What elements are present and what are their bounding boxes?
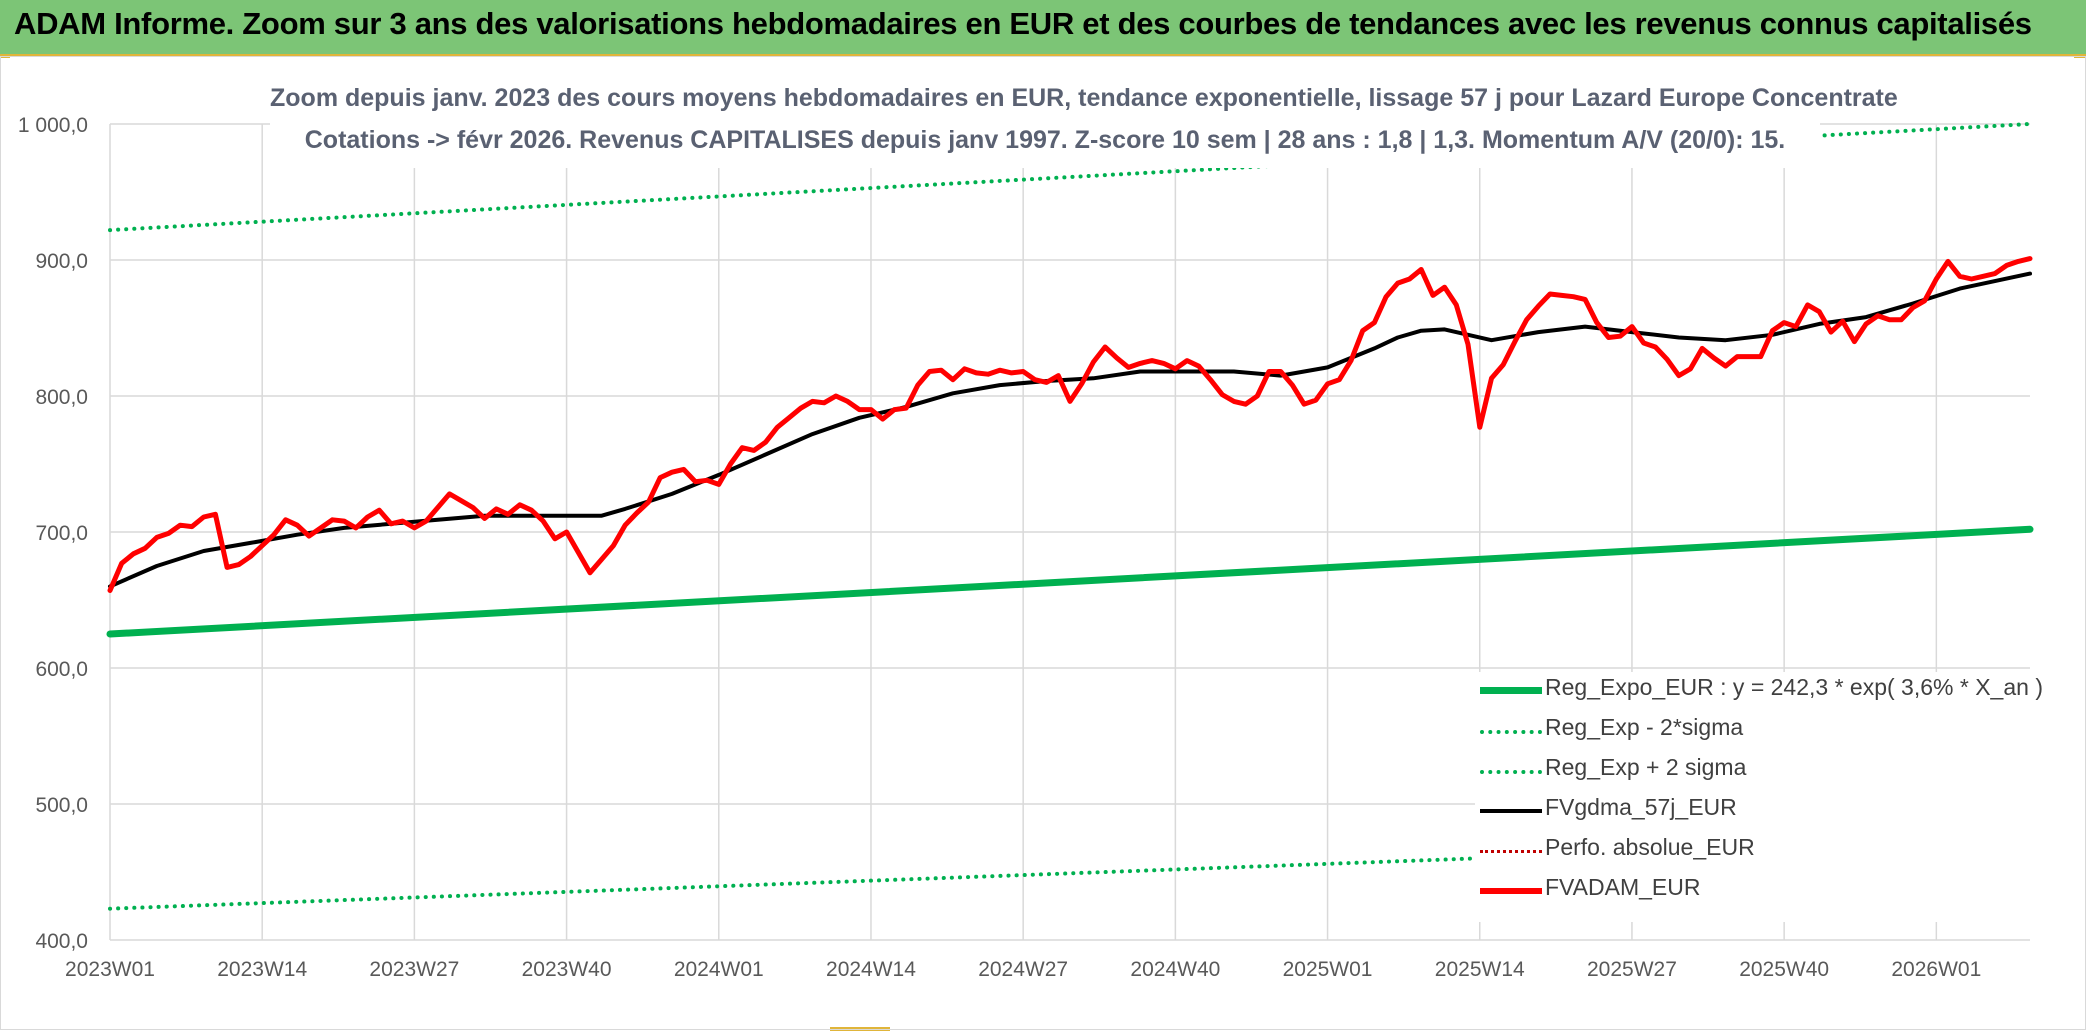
chart-title-box: Zoom depuis janv. 2023 des cours moyens … bbox=[270, 78, 1898, 168]
y-tick-label: 900,0 bbox=[35, 250, 88, 273]
y-tick-label: 600,0 bbox=[35, 658, 88, 681]
chart-legend: Reg_Expo_EUR : y = 242,3 * exp( 3,6% * X… bbox=[1475, 672, 2043, 922]
series-line-fvgdma bbox=[108, 271, 2032, 589]
legend-swatch-dotted-red bbox=[1480, 850, 1542, 853]
legend-swatch-dotted-green bbox=[1480, 730, 1542, 734]
x-tick-label: 2023W40 bbox=[522, 958, 612, 981]
x-tick-label: 2025W40 bbox=[1739, 958, 1829, 981]
legend-item-perfo: Perfo. absolue_EUR bbox=[1475, 832, 2035, 868]
x-tick-label: 2024W01 bbox=[674, 958, 764, 981]
legend-item-fvgdma: FVgdma_57j_EUR bbox=[1475, 792, 2035, 828]
y-axis-ticks: 400,0 500,0 600,0 700,0 800,0 900,0 1 000,0 bbox=[18, 114, 88, 953]
legend-label: Reg_Exp - 2*sigma bbox=[1545, 714, 1744, 740]
chart-title: Zoom depuis janv. 2023 des cours moyens … bbox=[270, 84, 1898, 112]
series-line-reg-expo bbox=[106, 525, 2034, 638]
y-tick-label: 500,0 bbox=[35, 794, 88, 817]
legend-item-fvadam: FVADAM_EUR bbox=[1475, 872, 2035, 908]
chart-subtitle: Cotations -> févr 2026. Revenus CAPITALI… bbox=[304, 126, 1786, 154]
y-tick-label: 1 000,0 bbox=[18, 114, 88, 137]
header-banner: ADAM Informe. Zoom sur 3 ans des valoris… bbox=[0, 0, 2086, 56]
legend-label: Perfo. absolue_EUR bbox=[1545, 834, 1755, 860]
legend-label: Reg_Expo_EUR : y = 242,3 * exp( 3,6% * X… bbox=[1545, 674, 2043, 700]
legend-label: Reg_Exp + 2 sigma bbox=[1545, 754, 1747, 780]
y-tick-label: 400,0 bbox=[35, 930, 88, 953]
legend-swatch-red bbox=[1480, 888, 1542, 894]
x-tick-label: 2024W40 bbox=[1130, 958, 1220, 981]
legend-label: FVgdma_57j_EUR bbox=[1545, 794, 1737, 820]
y-tick-label: 800,0 bbox=[35, 386, 88, 409]
x-tick-label: 2023W14 bbox=[217, 958, 307, 981]
y-tick-label: 700,0 bbox=[35, 522, 88, 545]
x-tick-label: 2024W14 bbox=[826, 958, 916, 981]
legend-item-reg-expo: Reg_Expo_EUR : y = 242,3 * exp( 3,6% * X… bbox=[1475, 672, 2043, 708]
x-tick-label: 2023W01 bbox=[65, 958, 155, 981]
series-line-fvadam bbox=[107, 256, 2033, 593]
x-tick-label: 2026W01 bbox=[1891, 958, 1981, 981]
legend-label: FVADAM_EUR bbox=[1545, 874, 1701, 900]
x-axis-ticks: 2023W01 2023W14 2023W27 2023W40 2024W01 2024W… bbox=[65, 958, 1981, 981]
legend-swatch-dotted-green bbox=[1480, 770, 1542, 774]
x-tick-label: 2025W27 bbox=[1587, 958, 1677, 981]
report-title: ADAM Informe. Zoom sur 3 ans des valoris… bbox=[14, 6, 2032, 41]
x-tick-label: 2023W27 bbox=[369, 958, 459, 981]
x-tick-label: 2024W27 bbox=[978, 958, 1068, 981]
legend-swatch-black bbox=[1480, 809, 1542, 813]
x-tick-label: 2025W01 bbox=[1283, 958, 1373, 981]
legend-item-reg-minus-sigma: Reg_Exp - 2*sigma bbox=[1475, 712, 2035, 748]
grid-lines bbox=[109, 123, 2030, 941]
x-tick-label: 2025W14 bbox=[1435, 958, 1525, 981]
legend-swatch-solid-green bbox=[1480, 687, 1542, 694]
legend-item-reg-plus-sigma: Reg_Exp + 2 sigma bbox=[1475, 752, 2035, 788]
